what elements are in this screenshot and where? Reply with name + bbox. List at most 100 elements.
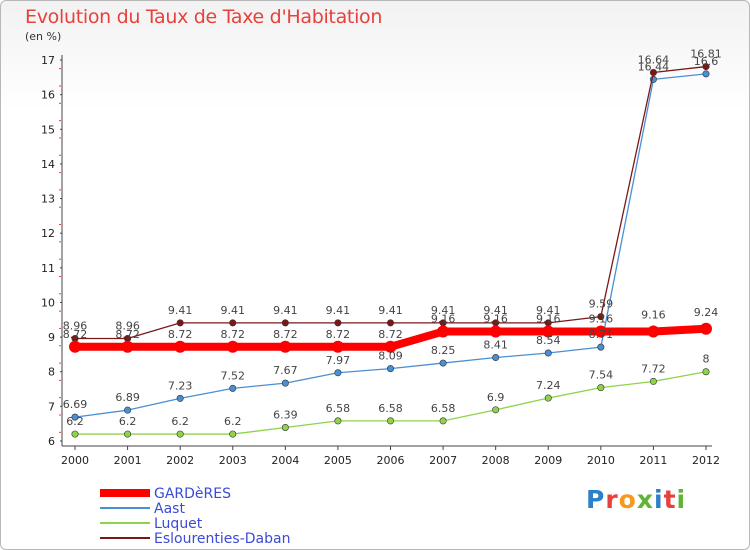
data-point [176,430,184,438]
data-label: 6.2 [66,415,84,428]
x-tick-label: 2011 [639,454,667,467]
y-tick-label: 8 [48,366,55,379]
data-point [176,394,184,402]
y-tick-label: 10 [41,296,55,309]
data-point [386,365,394,373]
data-point [597,384,605,392]
data-point [702,63,710,71]
x-tick-label: 2007 [429,454,457,467]
data-point [229,384,237,392]
data-label: 8.96 [63,319,88,332]
data-label: 9.41 [221,304,246,317]
y-tick-label: 16 [41,89,55,102]
data-label: 9.59 [589,298,614,311]
x-tick-label: 2010 [587,454,615,467]
data-point [121,340,134,353]
data-label: 16.6 [694,55,719,68]
data-point [281,379,289,387]
data-point [71,430,79,438]
data-point [281,423,289,431]
data-label: 9.24 [694,306,719,319]
data-label: 8.72 [115,328,140,341]
y-tick-label: 12 [41,227,55,240]
data-point [489,325,502,338]
data-point [124,430,132,438]
logo-letter: r [605,485,619,514]
data-point [174,340,187,353]
data-label: 9.16 [431,313,456,326]
data-label: 8.09 [378,350,403,363]
data-point [702,368,710,376]
y-tick-label: 14 [41,158,55,171]
data-label: 9.16 [536,313,561,326]
data-label: 8.25 [431,344,456,357]
legend-label: GARDèRES [154,486,231,502]
data-label: 7.52 [221,369,246,382]
data-point [334,319,342,327]
data-point [71,413,79,421]
data-label: 16.81 [690,48,722,61]
x-tick-label: 2008 [482,454,510,467]
data-point [492,354,500,362]
chart-title: Evolution du Taux de Taxe d'Habitation [25,6,383,28]
data-point [544,394,552,402]
data-label: 9.41 [378,304,403,317]
x-tick-label: 2003 [219,454,247,467]
data-point [437,325,450,338]
data-label: 6.39 [273,408,298,421]
logo-letter: i [654,485,664,514]
data-point [176,319,184,327]
data-label: 7.67 [273,364,298,377]
data-label: 7.54 [589,369,614,382]
data-label: 9.16 [641,309,666,322]
x-tick-label: 2001 [114,454,142,467]
data-label: 8.72 [168,328,193,341]
y-tick-label: 15 [41,123,55,136]
x-tick-label: 2012 [692,454,720,467]
data-label: 9.41 [273,304,298,317]
chart-unit: (en %) [25,30,62,43]
data-label: 7.72 [641,362,666,375]
data-label: 8.96 [115,319,140,332]
y-tick-label: 9 [48,331,55,344]
logo-letter: x [636,485,654,514]
data-label: 9.16 [483,313,508,326]
data-label: 6.2 [119,415,137,428]
data-label: 8.71 [589,328,614,341]
data-point [226,340,239,353]
data-label: 8.72 [326,328,351,341]
data-point [124,406,132,414]
data-label: 6.58 [326,402,351,415]
data-point [439,417,447,425]
logo-letter: i [676,485,687,514]
data-label: 6.2 [224,415,242,428]
x-tick-label: 2006 [377,454,405,467]
data-label: 6.58 [378,402,403,415]
data-label: 7.24 [536,379,561,392]
y-tick-label: 7 [48,400,55,413]
y-tick-label: 13 [41,193,55,206]
data-point [544,349,552,357]
data-label: 8.54 [536,334,561,347]
data-label: 9.41 [168,304,193,317]
data-label: 9.41 [483,304,508,317]
logo-letter: P [586,485,606,514]
data-label: 8 [703,353,710,366]
legend-label: Aast [154,501,185,517]
data-point [281,319,289,327]
data-point [229,430,237,438]
y-tick-label: 11 [41,262,55,275]
proxiti-logo: Proxiti [586,485,686,514]
data-label: 8.72 [378,328,403,341]
data-point [384,340,397,353]
data-point [647,325,660,338]
data-point [279,340,292,353]
data-label: 9.41 [536,304,561,317]
data-label: 7.97 [326,354,351,367]
data-label: 9.16 [589,313,614,326]
data-point [334,417,342,425]
data-label: 9.41 [431,304,456,317]
data-label: 8.72 [273,328,298,341]
